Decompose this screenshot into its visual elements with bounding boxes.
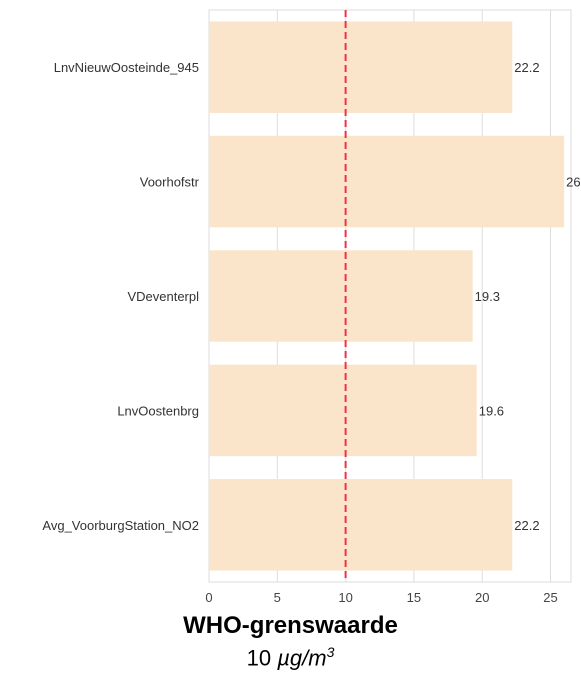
x-tick-labels: 0 5 10 15 20 25 bbox=[205, 590, 557, 605]
x-tick-label-5: 25 bbox=[543, 590, 557, 605]
bar-0 bbox=[209, 21, 513, 113]
who-annotation-title: WHO-grenswaarde bbox=[183, 612, 398, 639]
x-tick-label-0: 0 bbox=[205, 590, 212, 605]
category-label-1: Voorhofstr bbox=[140, 175, 200, 190]
bar-1 bbox=[209, 135, 565, 228]
bar-4 bbox=[209, 479, 513, 571]
bar-2 bbox=[209, 250, 473, 342]
category-label-0: LnvNieuwOosteinde_945 bbox=[54, 60, 199, 75]
who-annotation-value: 10 µg/m3 bbox=[0, 644, 581, 671]
category-label-3: LnvOostenbrg bbox=[117, 403, 199, 418]
bar-3 bbox=[209, 364, 477, 457]
data-label-2: 19.3 bbox=[475, 289, 500, 304]
bars: 22.2 26.0 19.3 19.6 22.2 bbox=[209, 21, 581, 571]
data-label-1: 26.0 bbox=[566, 175, 581, 190]
x-tick-label-3: 15 bbox=[407, 590, 421, 605]
x-tick-label-4: 20 bbox=[475, 590, 489, 605]
category-labels: LnvNieuwOosteinde_945 Voorhofstr VDeventer… bbox=[42, 60, 199, 533]
x-tick-label-2: 10 bbox=[338, 590, 352, 605]
who-limit-unit-exponent: 3 bbox=[326, 644, 335, 660]
data-label-4: 22.2 bbox=[514, 518, 539, 533]
category-label-2: VDeventerpl bbox=[127, 289, 199, 304]
category-label-4: Avg_VoorburgStation_NO2 bbox=[42, 518, 199, 533]
who-limit-unit: µg/m bbox=[277, 645, 327, 671]
data-label-0: 22.2 bbox=[514, 60, 539, 75]
who-limit-value: 10 bbox=[246, 645, 272, 671]
x-tick-label-1: 5 bbox=[274, 590, 281, 605]
data-label-3: 19.6 bbox=[479, 403, 504, 418]
